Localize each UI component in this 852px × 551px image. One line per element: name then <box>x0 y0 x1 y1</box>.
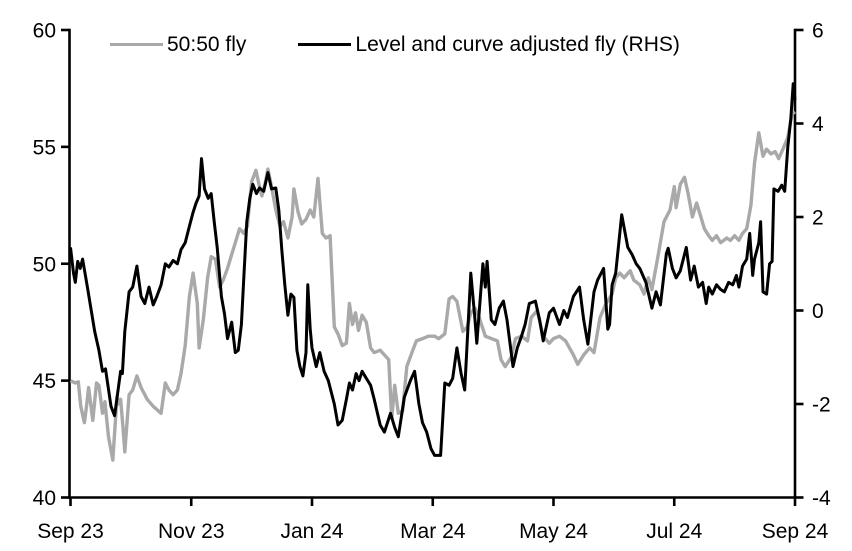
legend-item-level-curve-adjusted-fly: Level and curve adjusted fly (RHS) <box>298 34 680 55</box>
right-axis-tick-label: -4 <box>812 487 831 510</box>
left-axis-tick-label: 55 <box>33 136 56 159</box>
right-axis-tick-label: 4 <box>812 113 824 136</box>
legend-label: Level and curve adjusted fly (RHS) <box>355 33 680 56</box>
left-axis-tick-label: 60 <box>33 20 56 43</box>
chart-legend: 50:50 fly Level and curve adjusted fly (… <box>110 34 680 55</box>
right-axis-tick-label: 6 <box>812 20 824 43</box>
legend-line-sample-gray <box>110 42 163 47</box>
axes <box>61 28 804 506</box>
axis-tick-labels: 60 55 50 45 40 6 4 2 0 -2 -4 Sep 23 Nov 23 Jan 24 Mar … <box>33 20 831 544</box>
left-axis-tick-label: 50 <box>33 253 56 276</box>
x-axis-tick-label: Jan 24 <box>280 520 343 543</box>
x-axis-tick-label: Jul 24 <box>646 520 702 543</box>
series-5050-fly-line <box>69 110 797 462</box>
x-axis-tick-label: Mar 24 <box>400 520 466 543</box>
legend-item-5050-fly: 50:50 fly <box>110 34 246 55</box>
x-axis-tick-label: Sep 23 <box>37 520 104 543</box>
x-axis-tick-label: Nov 23 <box>158 520 225 543</box>
right-axis-tick-label: 0 <box>812 300 824 323</box>
legend-line-sample-black <box>298 43 352 46</box>
right-axis-tick-label: 2 <box>812 207 824 230</box>
x-axis-tick-label: Sep 24 <box>762 520 829 543</box>
series-level-curve-adjusted-fly-line <box>69 82 797 457</box>
axis-tick-marks <box>61 28 804 506</box>
right-axis-tick-label: -2 <box>812 394 831 417</box>
left-axis-tick-label: 45 <box>33 370 56 393</box>
plot-series <box>69 82 797 462</box>
legend-label: 50:50 fly <box>167 33 247 56</box>
left-axis-tick-label: 40 <box>33 487 56 510</box>
x-axis-tick-label: May 24 <box>519 520 588 543</box>
